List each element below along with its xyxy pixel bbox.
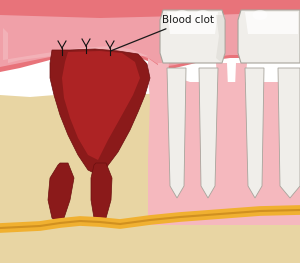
Text: Blood clot: Blood clot <box>111 15 214 51</box>
Polygon shape <box>216 15 225 63</box>
Ellipse shape <box>175 10 190 20</box>
Polygon shape <box>91 163 112 222</box>
Ellipse shape <box>253 10 268 20</box>
Polygon shape <box>157 63 169 203</box>
Polygon shape <box>278 68 300 198</box>
Polygon shape <box>50 49 150 175</box>
Polygon shape <box>238 10 300 63</box>
Polygon shape <box>0 14 300 67</box>
Polygon shape <box>160 10 225 63</box>
Polygon shape <box>245 12 298 34</box>
Polygon shape <box>0 0 300 72</box>
Polygon shape <box>167 12 218 34</box>
Ellipse shape <box>196 10 211 20</box>
Polygon shape <box>0 88 300 263</box>
Polygon shape <box>62 51 140 160</box>
Polygon shape <box>245 68 264 198</box>
Polygon shape <box>3 28 148 63</box>
Polygon shape <box>235 63 247 203</box>
Polygon shape <box>199 68 218 198</box>
Polygon shape <box>167 68 186 198</box>
Polygon shape <box>148 58 300 225</box>
Polygon shape <box>48 163 74 222</box>
Polygon shape <box>216 63 228 203</box>
